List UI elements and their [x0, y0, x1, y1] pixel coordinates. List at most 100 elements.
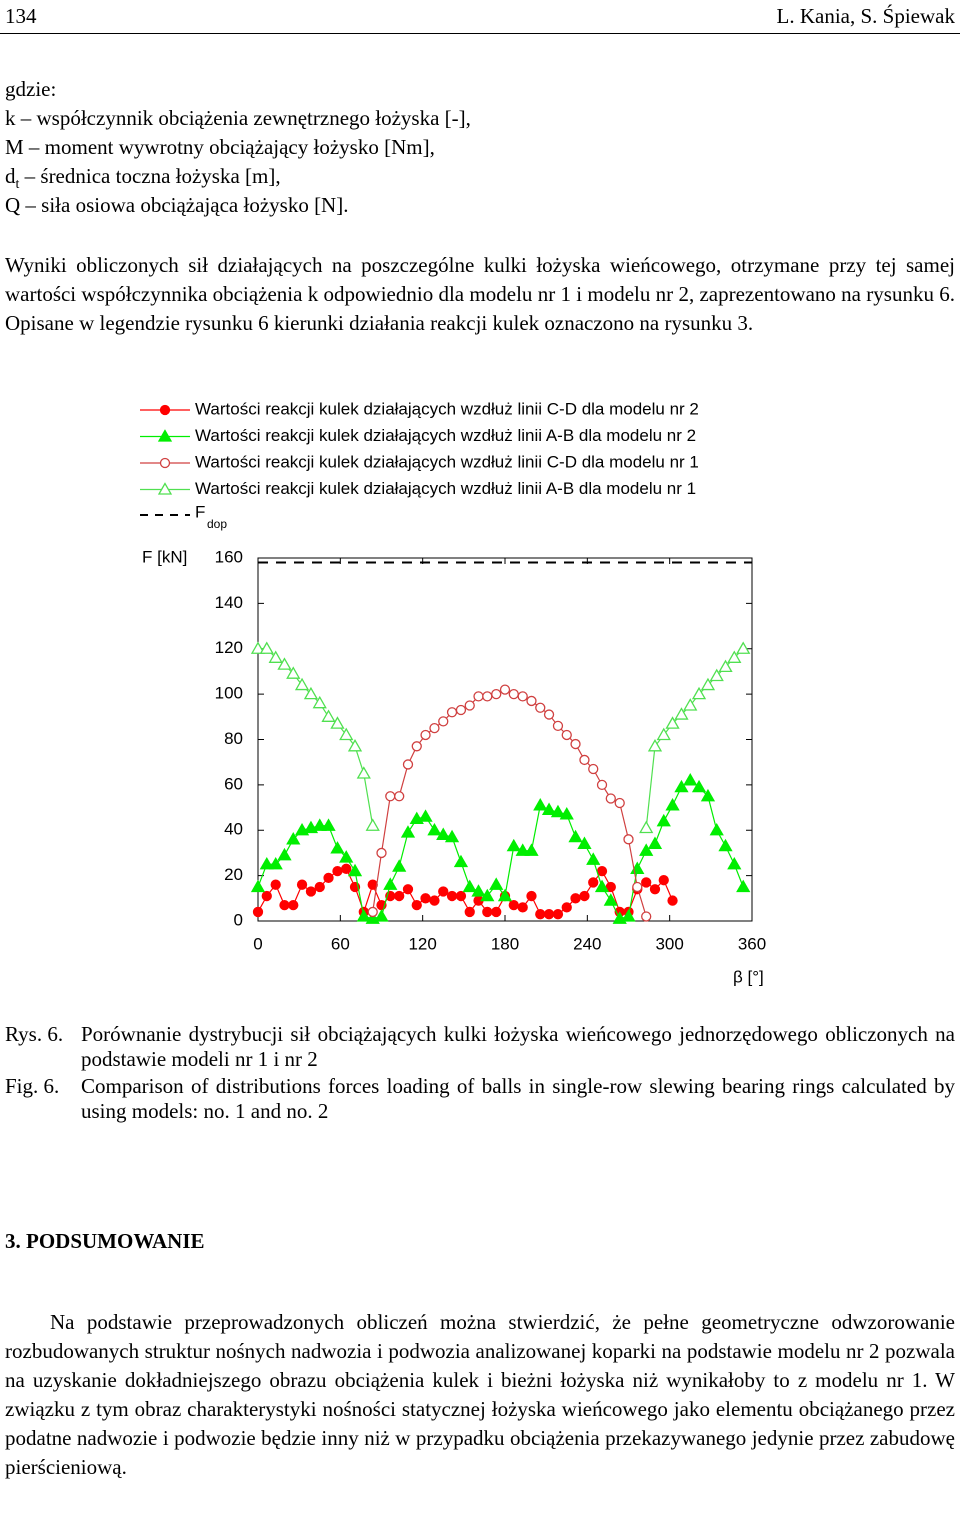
point	[339, 727, 354, 741]
point	[420, 893, 431, 904]
point	[665, 797, 680, 811]
point	[482, 906, 493, 918]
definition: M – moment wywrotny obciążający łożysko …	[5, 135, 435, 159]
caption-en: Fig. 6. Comparison of distributions force…	[5, 1074, 955, 1124]
caption-text: Porównanie dystrybucji sił obciążających…	[81, 1022, 955, 1071]
point	[533, 797, 548, 811]
point	[400, 825, 416, 838]
point	[647, 836, 663, 850]
definition-text: – średnica toczna łożyska [m],	[19, 164, 281, 188]
point	[736, 641, 751, 654]
point	[526, 890, 537, 902]
point	[603, 893, 618, 906]
point	[559, 807, 574, 820]
point	[446, 890, 458, 902]
point	[641, 911, 652, 922]
point	[596, 779, 608, 791]
page-number: 134	[5, 4, 37, 28]
point	[709, 668, 724, 682]
point	[402, 884, 414, 895]
point	[508, 688, 519, 700]
series-line	[258, 648, 744, 829]
point	[383, 877, 398, 890]
point	[683, 698, 698, 711]
point	[718, 838, 733, 852]
point	[411, 741, 422, 752]
point	[436, 827, 451, 840]
symbol: d	[5, 164, 16, 188]
point	[464, 700, 475, 711]
y-tick-label: 0	[234, 910, 243, 929]
point	[621, 909, 636, 922]
point	[429, 895, 440, 906]
point	[259, 641, 274, 654]
point	[656, 813, 671, 827]
caption-text: Comparison of distributions forces loadi…	[81, 1074, 955, 1123]
point	[446, 707, 458, 718]
point	[455, 704, 467, 716]
point	[356, 766, 371, 779]
caption-label: Fig. 6.	[5, 1074, 60, 1098]
point	[332, 865, 343, 877]
point	[517, 691, 528, 702]
definition: Q – siła osiowa obciążająca łożysko [N].	[5, 193, 349, 217]
x-tick-label: 0	[253, 934, 262, 953]
y-tick-label: 140	[215, 593, 243, 612]
x-tick-label: 60	[331, 934, 350, 953]
point	[482, 691, 493, 702]
point	[268, 650, 283, 663]
authors: L. Kania, S. Śpiewak	[776, 4, 955, 28]
point	[277, 847, 292, 861]
point	[709, 822, 724, 836]
point	[491, 906, 502, 918]
point	[499, 684, 511, 695]
point	[471, 884, 486, 897]
point	[444, 829, 460, 843]
point	[632, 881, 643, 893]
definition: k – współczynnik obciążenia zewnętrznego…	[5, 106, 471, 130]
y-axis-label: F [kN]	[142, 547, 187, 566]
point	[418, 809, 433, 822]
point	[639, 843, 654, 856]
point	[268, 856, 283, 870]
legend-label: Wartości reakcji kulek działających wzdł…	[195, 399, 699, 418]
point	[394, 791, 405, 802]
point	[691, 686, 707, 700]
x-tick-label: 240	[573, 934, 601, 953]
point	[506, 838, 521, 852]
point	[250, 641, 266, 654]
point	[312, 695, 327, 709]
point	[647, 738, 663, 752]
definition: dt – średnica toczna łożyska [m],	[5, 164, 281, 193]
x-tick-label: 180	[491, 934, 519, 953]
point	[321, 709, 336, 722]
point	[524, 843, 539, 856]
point	[691, 779, 707, 793]
caption-pl: Rys. 6. Porównanie dystrybucji sił obciąż…	[5, 1022, 955, 1072]
point	[462, 879, 477, 893]
point	[577, 836, 592, 850]
point	[259, 856, 274, 870]
point	[550, 804, 566, 818]
y-tick-label: 20	[224, 865, 243, 884]
header-rule	[0, 33, 960, 34]
point	[674, 779, 689, 793]
point	[727, 856, 742, 870]
y-tick-label: 100	[215, 684, 243, 703]
point	[570, 738, 581, 750]
point	[392, 859, 407, 872]
point	[535, 909, 546, 920]
legend-label: F	[195, 502, 205, 521]
point	[356, 909, 371, 922]
point	[464, 906, 475, 918]
point	[594, 879, 610, 893]
series-line	[372, 688, 647, 917]
point	[497, 888, 513, 902]
point	[508, 899, 519, 911]
legend-marker	[159, 457, 171, 469]
y-tick-label: 80	[224, 729, 243, 748]
legend-marker	[159, 404, 171, 416]
point	[515, 843, 530, 856]
point	[286, 666, 301, 679]
